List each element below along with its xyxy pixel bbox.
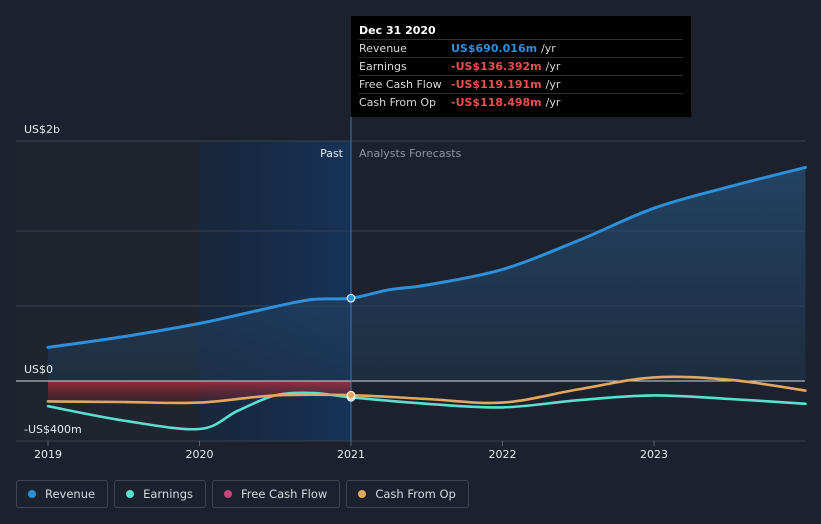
tooltip-row: Cash From Op -US$118.498m/yr bbox=[359, 93, 683, 111]
past-label: Past bbox=[320, 147, 344, 160]
tooltip-row-unit: /yr bbox=[541, 42, 556, 55]
tooltip-row-label: Revenue bbox=[359, 42, 407, 55]
tooltip-row: Free Cash Flow -US$119.191m/yr bbox=[359, 75, 683, 93]
legend-label: Free Cash Flow bbox=[241, 487, 328, 501]
tooltip: Dec 31 2020 Revenue US$690.016m/yr Earning… bbox=[351, 16, 691, 117]
legend-item-free-cash-flow[interactable]: Free Cash Flow bbox=[212, 480, 341, 508]
series-lines bbox=[46, 165, 807, 431]
tooltip-row-unit: /yr bbox=[545, 96, 561, 109]
tooltip-row-label: Earnings bbox=[359, 60, 407, 73]
y-tick-label: US$0 bbox=[24, 363, 53, 376]
legend-dot-icon bbox=[28, 490, 36, 498]
x-tick-label: 2020 bbox=[186, 448, 214, 461]
y-tick-label: US$2b bbox=[24, 123, 60, 136]
tooltip-row-unit: /yr bbox=[545, 78, 561, 91]
legend: Revenue Earnings Free Cash Flow Cash From O… bbox=[16, 480, 469, 508]
legend-dot-icon bbox=[126, 490, 135, 498]
legend-label: Cash From Op bbox=[375, 487, 456, 501]
x-tick-label: 2021 bbox=[337, 448, 365, 461]
cash-from-op-line bbox=[46, 375, 807, 405]
cash-from-op-marker bbox=[346, 390, 356, 400]
tooltip-row-value: -US$136.392m bbox=[451, 60, 542, 73]
forecast-label: Analysts Forecasts bbox=[359, 147, 462, 160]
tooltip-date: Dec 31 2020 bbox=[359, 24, 436, 37]
series-areas bbox=[48, 167, 806, 403]
revenue-line bbox=[46, 165, 807, 349]
tooltip-row-label: Cash From Op bbox=[359, 96, 437, 109]
y-tick-label: -US$400m bbox=[24, 423, 82, 436]
highlight-markers bbox=[346, 293, 356, 402]
revenue-marker bbox=[346, 293, 356, 303]
axis-ticks: US$2b US$0 -US$400m 2019 2020 2021 2022 2023 bbox=[24, 123, 668, 461]
tooltip-row: Revenue US$690.016m/yr bbox=[359, 39, 683, 57]
legend-item-revenue[interactable]: Revenue bbox=[16, 480, 109, 508]
tooltip-row-unit: /yr bbox=[545, 60, 561, 73]
x-tick-label: 2019 bbox=[34, 448, 62, 461]
x-tick-label: 2022 bbox=[489, 448, 517, 461]
revenue-area bbox=[48, 167, 806, 381]
legend-dot-icon bbox=[224, 490, 232, 498]
tooltip-row-value: -US$118.498m bbox=[451, 96, 542, 109]
legend-label: Earnings bbox=[143, 487, 193, 501]
legend-label: Revenue bbox=[45, 487, 96, 501]
tooltip-row-value: -US$119.191m bbox=[451, 78, 542, 91]
legend-dot-icon bbox=[358, 490, 367, 498]
earnings-line bbox=[46, 391, 807, 431]
x-tick-label: 2023 bbox=[640, 448, 668, 461]
legend-item-earnings[interactable]: Earnings bbox=[114, 480, 206, 508]
tooltip-row: Earnings -US$136.392m/yr bbox=[359, 57, 683, 75]
tooltip-row-label: Free Cash Flow bbox=[359, 78, 442, 91]
tooltip-row-value: US$690.016m bbox=[451, 42, 538, 55]
legend-item-cash-from-op[interactable]: Cash From Op bbox=[346, 480, 469, 508]
free-cash-flow-area bbox=[48, 381, 351, 403]
